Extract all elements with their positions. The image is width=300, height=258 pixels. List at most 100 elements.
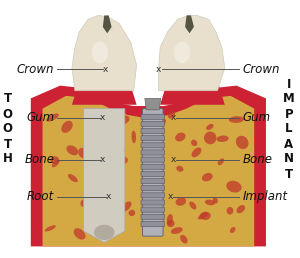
Text: Gum: Gum [242,111,271,124]
Ellipse shape [205,200,215,205]
Text: Gum: Gum [26,111,54,124]
Ellipse shape [66,145,78,155]
Ellipse shape [198,212,208,220]
Ellipse shape [142,172,152,177]
Ellipse shape [50,156,59,164]
FancyBboxPatch shape [141,200,164,205]
FancyBboxPatch shape [141,171,164,176]
Polygon shape [43,96,254,246]
Ellipse shape [206,124,214,130]
Text: x: x [171,113,176,122]
Ellipse shape [202,173,213,181]
FancyBboxPatch shape [142,109,163,236]
FancyBboxPatch shape [141,128,164,134]
Text: x: x [168,192,173,201]
Ellipse shape [78,148,88,158]
Ellipse shape [236,205,245,213]
Text: Crown: Crown [17,62,54,76]
Ellipse shape [74,228,85,240]
Ellipse shape [192,148,201,157]
Ellipse shape [174,42,190,63]
Polygon shape [84,109,125,243]
Ellipse shape [46,114,59,122]
Ellipse shape [107,143,119,154]
Ellipse shape [116,157,128,165]
FancyBboxPatch shape [141,136,164,141]
FancyBboxPatch shape [141,157,164,162]
Text: Crown: Crown [242,62,280,76]
Ellipse shape [154,148,163,158]
Text: Bone: Bone [24,153,54,166]
Ellipse shape [176,197,186,206]
Ellipse shape [106,172,119,179]
Polygon shape [160,86,225,105]
Ellipse shape [150,221,164,225]
Text: I
M
P
L
A
N
T: I M P L A N T [283,77,295,181]
Text: Root: Root [27,190,54,203]
Polygon shape [72,15,136,91]
Ellipse shape [94,225,115,240]
Ellipse shape [168,111,175,119]
Ellipse shape [218,158,224,165]
Ellipse shape [92,42,108,63]
Text: x: x [100,155,106,164]
Ellipse shape [175,133,185,141]
Ellipse shape [189,201,197,209]
Ellipse shape [213,197,218,204]
Text: x: x [100,113,106,122]
Text: x: x [106,192,111,201]
Text: Implant: Implant [242,190,288,203]
Polygon shape [185,15,194,33]
Ellipse shape [52,160,60,167]
Polygon shape [103,15,112,33]
Ellipse shape [92,186,105,192]
Ellipse shape [101,188,114,196]
Ellipse shape [180,235,188,244]
Ellipse shape [100,214,112,227]
FancyBboxPatch shape [141,207,164,212]
Ellipse shape [128,210,135,216]
FancyBboxPatch shape [141,143,164,148]
Ellipse shape [91,113,103,122]
FancyBboxPatch shape [141,164,164,169]
Polygon shape [159,15,225,91]
Ellipse shape [200,212,211,220]
Ellipse shape [131,131,136,143]
Ellipse shape [176,166,183,172]
Text: Bone: Bone [242,153,272,166]
Ellipse shape [230,227,236,233]
Ellipse shape [171,227,183,234]
Ellipse shape [117,115,130,125]
FancyBboxPatch shape [141,150,164,155]
Ellipse shape [61,121,73,133]
FancyBboxPatch shape [141,179,164,184]
Polygon shape [145,98,161,110]
FancyBboxPatch shape [141,214,164,219]
Ellipse shape [236,136,248,149]
Ellipse shape [68,174,78,182]
Polygon shape [72,86,136,105]
Ellipse shape [191,140,197,146]
Ellipse shape [217,135,229,142]
Text: T
O
O
T
H: T O O T H [3,93,13,165]
Ellipse shape [121,201,131,212]
FancyBboxPatch shape [141,186,164,191]
FancyBboxPatch shape [141,221,164,227]
Text: x: x [103,64,108,74]
Ellipse shape [92,151,102,160]
Ellipse shape [153,118,166,126]
Text: x: x [156,64,161,74]
Polygon shape [31,86,266,246]
Ellipse shape [110,221,124,233]
FancyBboxPatch shape [141,114,164,119]
Ellipse shape [229,116,244,123]
Text: x: x [171,155,176,164]
Ellipse shape [167,220,175,227]
Ellipse shape [226,181,242,192]
FancyBboxPatch shape [141,193,164,198]
Ellipse shape [226,207,233,214]
Ellipse shape [111,143,125,155]
Ellipse shape [80,198,90,207]
Ellipse shape [204,132,216,144]
FancyBboxPatch shape [141,121,164,126]
